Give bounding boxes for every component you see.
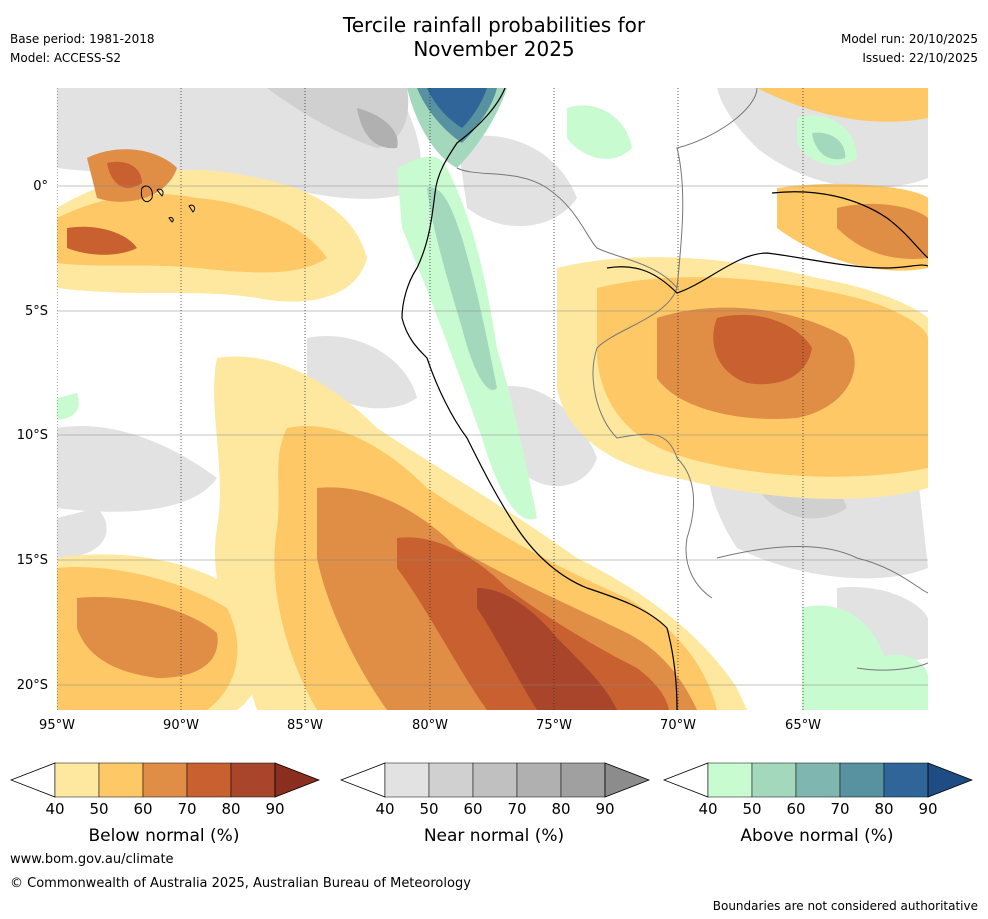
colorbar-above-tick: 70 bbox=[830, 800, 850, 818]
colorbar-below-tick: 60 bbox=[133, 800, 153, 818]
colorbar-above-segment bbox=[883, 762, 929, 798]
colorbar-near-segment bbox=[560, 762, 606, 798]
lon-label-5: 70°W bbox=[660, 718, 696, 733]
colorbar-below-high-arrow bbox=[274, 762, 320, 798]
colorbar-near-tick: 40 bbox=[375, 800, 395, 818]
colorbar-below-segment bbox=[186, 762, 232, 798]
colorbar-above-low-arrow bbox=[663, 762, 709, 798]
issued-text: Issued: 22/10/2025 bbox=[862, 51, 978, 65]
colorbar-below-tick: 50 bbox=[89, 800, 109, 818]
country-borders bbox=[456, 88, 928, 671]
lon-label-3: 80°W bbox=[412, 718, 448, 733]
rainfall-map bbox=[57, 88, 928, 710]
colorbar-above-segment bbox=[751, 762, 797, 798]
lon-label-4: 75°W bbox=[536, 718, 572, 733]
footer-disclaimer: Boundaries are not considered authoritat… bbox=[712, 899, 978, 913]
colorbar-below-tick: 80 bbox=[221, 800, 241, 818]
colorbar-above bbox=[663, 762, 973, 798]
lat-label-4: 20°S bbox=[16, 678, 48, 693]
colorbar-below bbox=[10, 762, 320, 798]
colorbar-near-segment bbox=[428, 762, 474, 798]
colorbar-above-title: Above normal (%) bbox=[740, 826, 894, 846]
colorbar-above-segment bbox=[795, 762, 841, 798]
lat-label-1: 5°S bbox=[24, 304, 48, 319]
colorbar-below-tick: 40 bbox=[45, 800, 65, 818]
colorbar-below-segment bbox=[54, 762, 100, 798]
colorbar-near-high-arrow bbox=[604, 762, 650, 798]
map-title: Tercile rainfall probabilities for Novem… bbox=[0, 13, 988, 61]
above-normal-areas bbox=[57, 88, 928, 710]
footer-url: www.bom.gov.au/climate bbox=[10, 852, 174, 867]
colorbar-above-segment bbox=[839, 762, 885, 798]
colorbar-above-segment bbox=[707, 762, 753, 798]
colorbar-above-tick: 60 bbox=[786, 800, 806, 818]
amazon-river bbox=[606, 191, 928, 294]
colorbar-above-high-arrow bbox=[927, 762, 973, 798]
colorbar-near bbox=[340, 762, 650, 798]
map-canvas bbox=[57, 88, 928, 710]
colorbar-near-title: Near normal (%) bbox=[423, 826, 565, 846]
lon-label-6: 65°W bbox=[785, 718, 821, 733]
colorbar-above-tick: 90 bbox=[918, 800, 938, 818]
colorbar-near-segment bbox=[516, 762, 562, 798]
lat-label-0: 0° bbox=[33, 179, 48, 194]
colorbar-above-tick: 50 bbox=[742, 800, 762, 818]
colorbar-below-segment bbox=[230, 762, 276, 798]
lon-label-2: 85°W bbox=[287, 718, 323, 733]
coastline bbox=[401, 88, 678, 710]
colorbar-near-tick: 80 bbox=[551, 800, 571, 818]
colorbar-near-segment bbox=[384, 762, 430, 798]
below-normal-areas bbox=[57, 88, 928, 710]
colorbar-near-tick: 50 bbox=[419, 800, 439, 818]
colorbar-below-tick: 70 bbox=[177, 800, 197, 818]
lat-label-3: 15°S bbox=[16, 553, 48, 568]
base-period-text: Base period: 1981-2018 bbox=[10, 32, 155, 46]
model-text: Model: ACCESS-S2 bbox=[10, 51, 122, 65]
model-run-text: Model run: 20/10/2025 bbox=[840, 32, 978, 46]
colorbar-below-title: Below normal (%) bbox=[88, 826, 240, 846]
colorbar-near-tick: 60 bbox=[463, 800, 483, 818]
lon-label-0: 95°W bbox=[39, 718, 75, 733]
colorbar-below-segment bbox=[142, 762, 188, 798]
lon-label-1: 90°W bbox=[163, 718, 199, 733]
colorbar-below-low-arrow bbox=[10, 762, 56, 798]
colorbar-near-segment bbox=[472, 762, 518, 798]
title-line-1: Tercile rainfall probabilities for bbox=[342, 13, 646, 37]
galapagos-islands bbox=[140, 185, 196, 223]
lat-label-2: 10°S bbox=[16, 428, 48, 443]
colorbar-near-low-arrow bbox=[340, 762, 386, 798]
colorbar-near-tick: 70 bbox=[507, 800, 527, 818]
colorbar-above-tick: 40 bbox=[698, 800, 718, 818]
graticule bbox=[57, 185, 928, 686]
colorbar-below-segment bbox=[98, 762, 144, 798]
footer-copyright: © Commonwealth of Australia 2025, Austra… bbox=[10, 876, 471, 891]
colorbar-above-tick: 80 bbox=[874, 800, 894, 818]
colorbar-below-tick: 90 bbox=[265, 800, 285, 818]
title-line-2: November 2025 bbox=[413, 37, 575, 61]
colorbar-near-tick: 90 bbox=[595, 800, 615, 818]
